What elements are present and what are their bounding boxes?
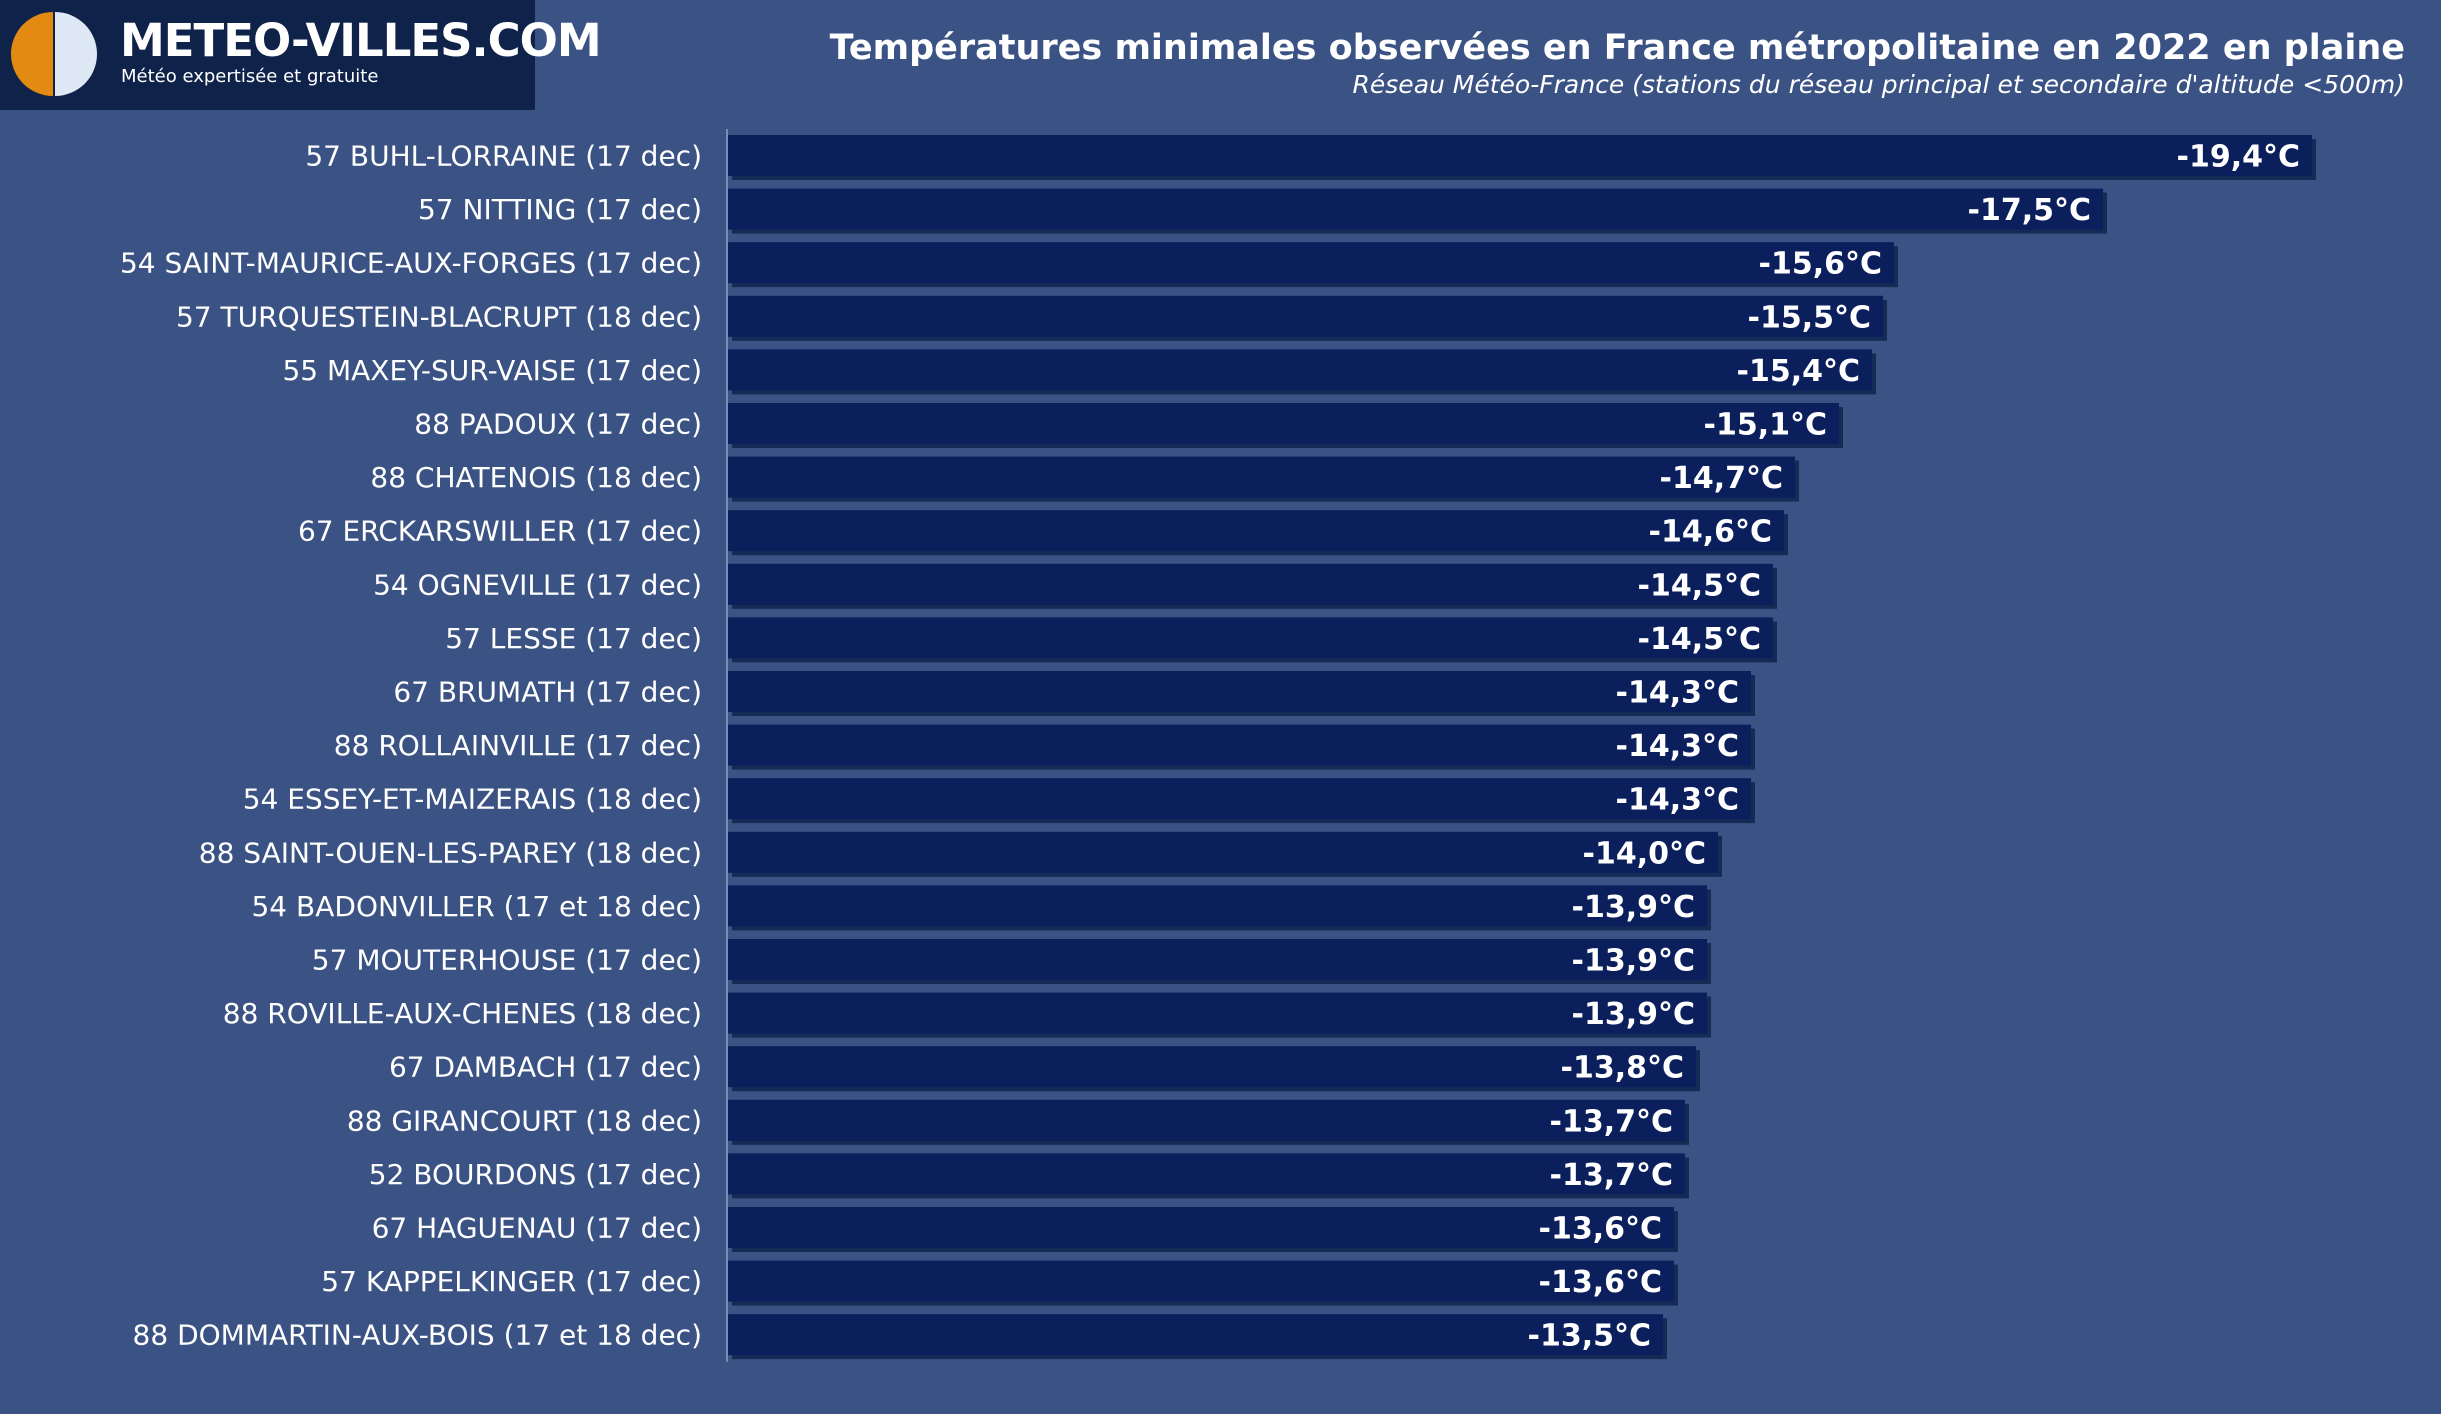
bar bbox=[728, 939, 1707, 980]
category-label: 88 DOMMARTIN-AUX-BOIS (17 et 18 dec) bbox=[133, 1319, 702, 1352]
category-label: 54 OGNEVILLE (17 dec) bbox=[373, 568, 702, 601]
value-label: -13,8°C bbox=[1561, 1051, 1685, 1086]
bar bbox=[728, 1153, 1685, 1195]
value-label: -14,7°C bbox=[1660, 461, 1784, 496]
chart-subtitle: Réseau Météo-France (stations du réseau … bbox=[1352, 70, 2405, 99]
bar bbox=[728, 135, 2312, 176]
category-label: 88 ROLLAINVILLE (17 dec) bbox=[334, 729, 702, 762]
category-label: 54 SAINT-MAURICE-AUX-FORGES (17 dec) bbox=[120, 247, 702, 280]
value-label: -15,4°C bbox=[1737, 354, 1861, 389]
value-label: -13,6°C bbox=[1539, 1265, 1663, 1300]
value-label: -14,3°C bbox=[1616, 729, 1740, 764]
value-label: -14,6°C bbox=[1649, 515, 1773, 550]
category-label: 67 ERCKARSWILLER (17 dec) bbox=[298, 515, 702, 548]
category-label: 54 BADONVILLER (17 et 18 dec) bbox=[251, 890, 702, 923]
bar bbox=[728, 617, 1773, 659]
value-label: -13,9°C bbox=[1572, 890, 1696, 925]
value-label: -13,6°C bbox=[1539, 1212, 1663, 1247]
bar bbox=[728, 724, 1751, 766]
category-label: 88 ROVILLE-AUX-CHENES (18 dec) bbox=[223, 997, 702, 1030]
value-label: -19,4°C bbox=[2177, 140, 2301, 175]
value-label: -15,5°C bbox=[1748, 300, 1872, 335]
category-label: 88 CHATENOIS (18 dec) bbox=[370, 461, 702, 494]
value-label: -15,1°C bbox=[1704, 408, 1828, 443]
category-label: 57 MOUTERHOUSE (17 dec) bbox=[312, 944, 702, 977]
value-label: -14,5°C bbox=[1638, 568, 1762, 603]
bar bbox=[728, 188, 2103, 230]
value-label: -13,7°C bbox=[1550, 1158, 1674, 1193]
bar bbox=[728, 349, 1872, 391]
category-label: 57 TURQUESTEIN-BLACRUPT (18 dec) bbox=[176, 300, 702, 333]
category-label: 67 HAGUENAU (17 dec) bbox=[372, 1212, 702, 1245]
bar bbox=[728, 1260, 1674, 1302]
logo-half-moon-icon bbox=[11, 12, 97, 96]
logo-name: METEO-VILLES.COM bbox=[120, 14, 602, 67]
bar bbox=[728, 403, 1839, 444]
bar bbox=[728, 295, 1883, 337]
bar bbox=[728, 1046, 1696, 1088]
bar bbox=[728, 1314, 1663, 1356]
bar bbox=[728, 510, 1784, 552]
category-label: 57 LESSE (17 dec) bbox=[445, 622, 702, 655]
category-label: 88 GIRANCOURT (18 dec) bbox=[347, 1104, 702, 1137]
category-label: 57 NITTING (17 dec) bbox=[418, 193, 702, 226]
category-label: 52 BOURDONS (17 dec) bbox=[369, 1158, 702, 1191]
bar bbox=[728, 456, 1795, 498]
category-label: 55 MAXEY-SUR-VAISE (17 dec) bbox=[282, 354, 702, 387]
bar bbox=[728, 831, 1718, 873]
chart-title: Températures minimales observées en Fran… bbox=[829, 28, 2405, 68]
bar bbox=[728, 563, 1773, 605]
category-label: 88 SAINT-OUEN-LES-PAREY (18 dec) bbox=[199, 836, 702, 869]
value-label: -14,3°C bbox=[1616, 783, 1740, 818]
bar bbox=[728, 992, 1707, 1034]
bar bbox=[728, 778, 1751, 820]
value-label: -17,5°C bbox=[1968, 193, 2092, 228]
bar bbox=[728, 242, 1894, 284]
bar bbox=[728, 1099, 1685, 1141]
value-label: -15,6°C bbox=[1759, 247, 1883, 282]
bar bbox=[728, 671, 1751, 712]
bar bbox=[728, 885, 1707, 927]
value-label: -13,7°C bbox=[1550, 1104, 1674, 1139]
value-label: -13,9°C bbox=[1572, 997, 1696, 1032]
logo-tagline: Météo expertisée et gratuite bbox=[121, 66, 379, 87]
category-label: 57 BUHL-LORRAINE (17 dec) bbox=[305, 140, 702, 173]
category-label: 57 KAPPELKINGER (17 dec) bbox=[321, 1265, 702, 1298]
category-label: 67 DAMBACH (17 dec) bbox=[389, 1051, 702, 1084]
value-label: -14,5°C bbox=[1638, 622, 1762, 657]
category-label: 67 BRUMATH (17 dec) bbox=[393, 676, 702, 709]
category-label: 88 PADOUX (17 dec) bbox=[414, 408, 702, 441]
value-label: -13,5°C bbox=[1528, 1319, 1652, 1354]
value-label: -14,0°C bbox=[1583, 836, 1707, 871]
bar bbox=[728, 1207, 1674, 1248]
logo[interactable]: METEO-VILLES.COM Météo expertisée et gra… bbox=[0, 0, 602, 110]
value-label: -13,9°C bbox=[1572, 944, 1696, 979]
category-label: 54 ESSEY-ET-MAIZERAIS (18 dec) bbox=[243, 783, 702, 816]
value-label: -14,3°C bbox=[1616, 676, 1740, 711]
